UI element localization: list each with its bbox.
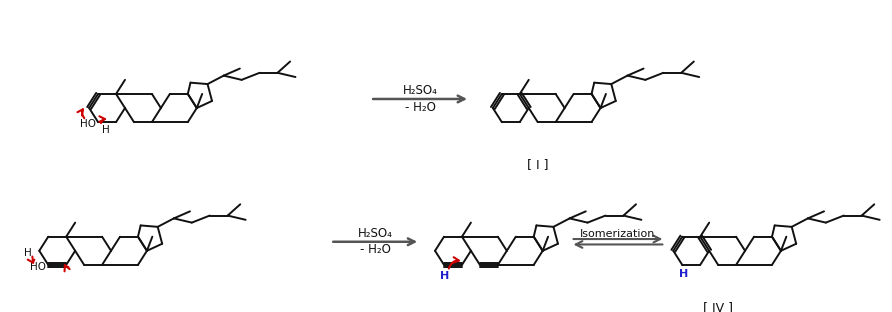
Text: Isomerization: Isomerization	[580, 229, 655, 239]
Text: HO: HO	[80, 119, 96, 129]
Text: H: H	[23, 248, 31, 258]
Text: H: H	[679, 269, 688, 279]
Text: H₂SO₄: H₂SO₄	[402, 84, 437, 97]
Text: H₂SO₄: H₂SO₄	[358, 227, 392, 240]
Text: [ I ]: [ I ]	[527, 158, 549, 172]
Text: H: H	[102, 125, 110, 135]
Text: H: H	[441, 271, 450, 281]
Text: - H₂O: - H₂O	[359, 243, 391, 256]
Text: [ IV ]: [ IV ]	[703, 301, 733, 312]
Text: HO: HO	[30, 262, 46, 272]
Text: - H₂O: - H₂O	[405, 100, 435, 114]
